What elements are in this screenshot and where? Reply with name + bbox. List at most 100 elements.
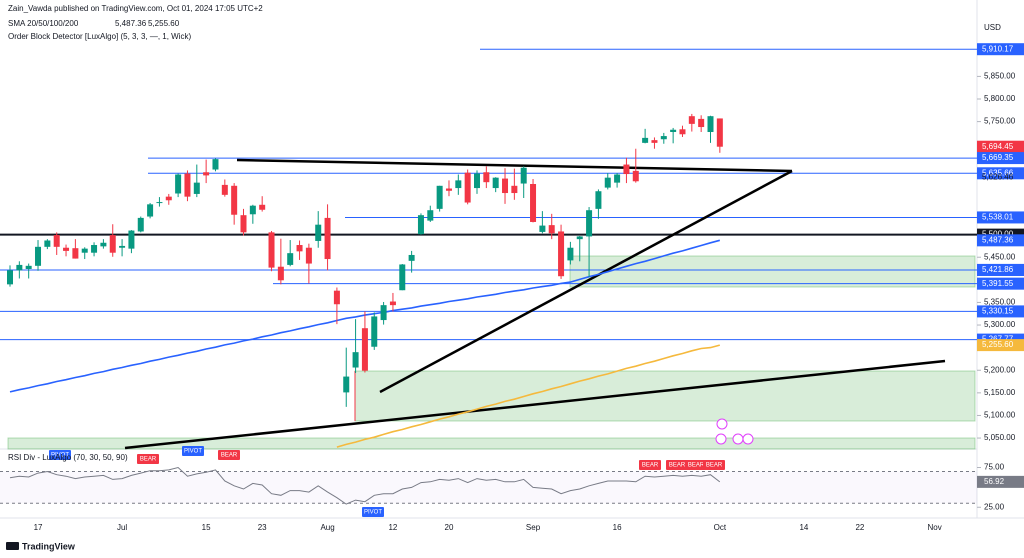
event-icon bbox=[715, 433, 727, 445]
level-label: 5,538.01 bbox=[982, 213, 1014, 222]
signal-tag bbox=[49, 450, 71, 460]
candle-body bbox=[455, 180, 462, 189]
candle-body bbox=[72, 248, 79, 259]
level-label: 5,487.36 bbox=[982, 235, 1014, 244]
candle-body bbox=[632, 170, 639, 182]
x-tick-label: 14 bbox=[799, 523, 808, 532]
candle-body bbox=[567, 247, 574, 261]
candle-body bbox=[91, 245, 98, 253]
candle-body bbox=[707, 116, 714, 133]
candle-body bbox=[287, 253, 294, 265]
x-tick-label: 20 bbox=[445, 523, 454, 532]
candle-body bbox=[576, 236, 583, 240]
indicator-name: SMA 20/50/100/200 bbox=[8, 19, 79, 28]
event-icon bbox=[716, 418, 728, 430]
candle-body bbox=[109, 235, 116, 253]
x-tick-label: Aug bbox=[320, 523, 334, 532]
level-label: 5,694.45 bbox=[982, 142, 1014, 151]
publisher: Zain_Vawda published on TradingView.com,… bbox=[8, 4, 263, 13]
candle-body bbox=[502, 178, 509, 194]
x-tick-label: Oct bbox=[714, 523, 727, 532]
y-tick-label: 5,750.00 bbox=[984, 117, 1016, 126]
candle-body bbox=[539, 225, 546, 232]
candle-body bbox=[35, 246, 42, 266]
candle-body bbox=[63, 247, 70, 251]
candle-body bbox=[249, 205, 256, 215]
candle-body bbox=[595, 191, 602, 209]
candle-body bbox=[25, 265, 32, 269]
event-icon bbox=[732, 433, 744, 445]
signal-label: BEAR bbox=[688, 463, 705, 469]
candle-body bbox=[464, 172, 471, 203]
candle-body bbox=[520, 167, 527, 184]
candle-body bbox=[156, 202, 163, 204]
x-tick-label: 15 bbox=[202, 523, 211, 532]
signal-tag bbox=[137, 454, 159, 464]
level-tag bbox=[977, 43, 1024, 56]
logo bbox=[6, 542, 19, 550]
x-tick-label: 12 bbox=[388, 523, 397, 532]
x-tick-label: 17 bbox=[34, 523, 43, 532]
signal-label: BEAR bbox=[669, 463, 686, 469]
rsi-tick-label: 25.00 bbox=[984, 502, 1005, 511]
x-tick-label: 23 bbox=[258, 523, 267, 532]
y-tick-label: 5,800.00 bbox=[984, 94, 1016, 103]
level-tag bbox=[977, 167, 1024, 180]
candle-body bbox=[165, 196, 172, 201]
candle-body bbox=[147, 204, 154, 217]
x-tick-label: Sep bbox=[526, 523, 541, 532]
signal-label: PIVOT bbox=[184, 449, 202, 455]
candle-body bbox=[389, 301, 396, 306]
candle-body bbox=[203, 172, 210, 176]
candle-body bbox=[137, 217, 144, 232]
candle-body bbox=[305, 247, 312, 264]
level-label: 5,255.60 bbox=[982, 340, 1014, 349]
candle-body bbox=[277, 266, 284, 281]
candle-body bbox=[231, 185, 238, 215]
signal-label: BEAR bbox=[642, 463, 659, 469]
level-tag bbox=[977, 234, 1024, 247]
level-tag bbox=[977, 211, 1024, 224]
signal-tag bbox=[639, 460, 661, 470]
candle-body bbox=[660, 136, 667, 140]
trendline bbox=[124, 359, 946, 450]
level-label: 5,635.66 bbox=[982, 168, 1014, 177]
rsi-value-tag bbox=[977, 475, 1024, 488]
candle-body bbox=[371, 316, 378, 347]
y-tick-label: 5,200.00 bbox=[984, 365, 1016, 374]
candle-body bbox=[343, 376, 350, 393]
candle-body bbox=[670, 129, 677, 133]
candle-body bbox=[212, 159, 219, 170]
candle-body bbox=[492, 177, 499, 189]
signal-label: BEAR bbox=[706, 463, 723, 469]
candle-body bbox=[623, 164, 630, 175]
rsi-line bbox=[9, 466, 721, 505]
y-tick-label: 5,850.00 bbox=[984, 72, 1016, 81]
level-tag bbox=[977, 263, 1024, 276]
rsi-tick-label: 75.00 bbox=[984, 463, 1005, 472]
candle-body bbox=[315, 224, 322, 241]
candle-body bbox=[408, 254, 415, 261]
signal-label: BEAR bbox=[221, 453, 238, 459]
candle-body bbox=[399, 264, 406, 291]
level-tag bbox=[977, 140, 1024, 153]
level-tag bbox=[977, 339, 1024, 352]
candle-body bbox=[427, 210, 434, 221]
y-tick-label: 5,150.00 bbox=[984, 388, 1016, 397]
candle-body bbox=[81, 248, 88, 253]
level-label: 5,330.15 bbox=[982, 307, 1014, 316]
rsi-title: RSI Div - LuxAlgo (70, 30, 50, 90) bbox=[8, 453, 128, 462]
y-tick-label: 5,100.00 bbox=[984, 411, 1016, 420]
x-tick-label: Nov bbox=[928, 523, 942, 532]
candle-body bbox=[44, 240, 51, 247]
signal-tag bbox=[685, 460, 707, 470]
candle-body bbox=[240, 215, 247, 233]
signal-label: PIVOT bbox=[364, 510, 382, 516]
candle-body bbox=[530, 183, 537, 222]
signal-tag bbox=[218, 450, 240, 460]
y-tick-label: 5,350.00 bbox=[984, 298, 1016, 307]
x-tick-label: Jul bbox=[117, 523, 127, 532]
candle-body bbox=[361, 328, 368, 371]
